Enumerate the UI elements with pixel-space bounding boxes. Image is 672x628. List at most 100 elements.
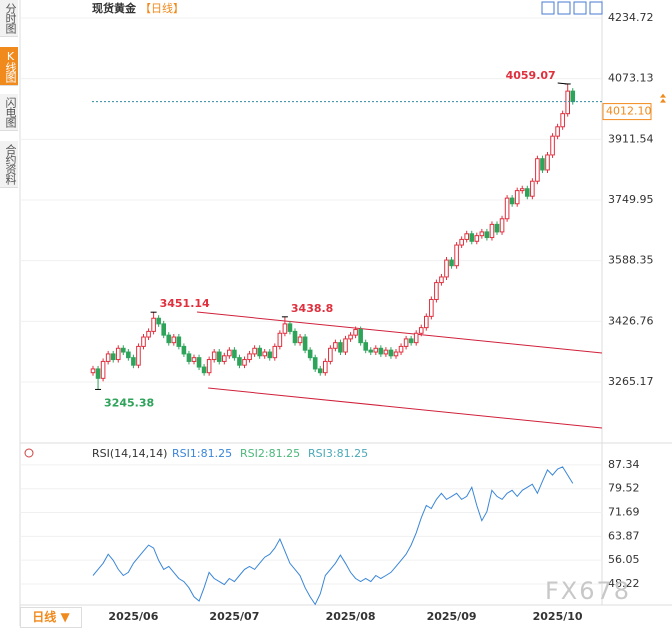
candle-body (232, 349, 237, 359)
y-tick-label: 87.34 (608, 458, 640, 471)
candle-body (141, 336, 146, 347)
candle-body (459, 238, 464, 246)
tool-icon[interactable] (573, 1, 587, 15)
y-tick-label: 4234.72 (608, 11, 654, 24)
legend-label: RSI3:81.25 (308, 447, 368, 460)
chart-subtitle: 【日线】 (140, 1, 184, 15)
candle-body (171, 336, 177, 344)
tool-icon[interactable] (557, 1, 571, 15)
candle-body (121, 347, 126, 353)
y-tick-label: 3749.95 (608, 193, 654, 206)
x-tick-label: 2025/09 (427, 610, 477, 623)
candle-body (216, 351, 222, 362)
y-tick-label: 3911.54 (608, 132, 654, 145)
candle-body (90, 368, 96, 374)
candle-body (388, 349, 394, 357)
candle-body (535, 158, 540, 182)
candle-body (287, 323, 293, 332)
marker-label: 4059.07 (506, 69, 556, 82)
candle-body (272, 345, 278, 359)
candle-body (514, 190, 520, 205)
candle-body (343, 338, 348, 353)
rsi-icon (24, 448, 34, 458)
candle-body (550, 135, 555, 156)
candle-body (338, 342, 343, 353)
candle-body (525, 188, 530, 197)
candle-body (100, 360, 106, 379)
candle-body (292, 330, 298, 344)
candle-body (196, 357, 202, 368)
watermark: FX678 (545, 577, 631, 605)
candle-body (393, 351, 399, 357)
side-tab[interactable]: K线图 (0, 47, 18, 86)
candle-body (565, 90, 571, 115)
candle-body (126, 351, 131, 359)
candle-body (166, 334, 172, 344)
candle-body (449, 259, 454, 267)
candle-body (312, 357, 318, 370)
candle-body (499, 218, 505, 233)
candle-body (413, 332, 419, 344)
x-tick-label: 2025/08 (326, 610, 376, 623)
candle-body (403, 338, 409, 347)
candle-body (131, 357, 136, 366)
candle-body (504, 197, 510, 220)
x-tick-label: 2025/10 (533, 610, 583, 623)
candle-body (156, 317, 161, 325)
candle-body (211, 351, 217, 361)
side-tab[interactable]: 闪电图 (0, 94, 18, 131)
candle-body (186, 353, 192, 362)
x-tick-label: 2025/06 (108, 610, 158, 623)
candle-body (115, 347, 121, 361)
side-tab[interactable]: 合约资料 (0, 141, 18, 188)
candle-body (105, 353, 111, 362)
candle-body (454, 244, 459, 267)
candle-body (408, 338, 414, 344)
candle-body (242, 359, 247, 366)
period-tab[interactable]: 日线 ▼ (20, 607, 82, 628)
legend-label: RSI1:81.25 (172, 447, 232, 460)
candle-body (439, 276, 444, 284)
candle-body (307, 349, 313, 359)
x-tick-label: 2025/07 (209, 610, 259, 623)
candle-body (201, 366, 207, 374)
chart-title: 现货黄金 (92, 1, 137, 15)
tool-icon[interactable] (541, 1, 555, 15)
last-price-label: 4012.10 (606, 105, 652, 118)
candle-body (383, 349, 389, 355)
candle-body (222, 355, 227, 362)
candle-body (570, 90, 576, 103)
candle-body (494, 223, 500, 233)
candle-body (151, 317, 156, 332)
candle-body (282, 323, 288, 334)
y-tick-label: 71.69 (608, 506, 640, 519)
candle-body (297, 336, 303, 344)
candle-body (146, 330, 151, 338)
candle-body (161, 323, 166, 336)
side-tab[interactable]: 分时图 (0, 0, 18, 37)
candle-body (489, 223, 495, 239)
candle-body (358, 329, 363, 344)
candle-body (418, 327, 424, 334)
candle-body (136, 345, 141, 366)
tool-icon[interactable] (589, 1, 603, 15)
candle-body (560, 113, 565, 128)
candle-body (509, 197, 515, 205)
candle-body (479, 231, 485, 237)
candle-body (267, 351, 273, 359)
candle-body (519, 188, 525, 192)
candle-body (424, 315, 429, 329)
candle-body (277, 332, 283, 347)
marker-label: 3438.8 (291, 302, 333, 315)
candle-body (333, 342, 338, 349)
candle-body (191, 357, 197, 362)
candle-body (469, 233, 475, 242)
candle-body (378, 347, 384, 355)
candle-body (353, 329, 358, 336)
rsi-title: RSI(14,14,14) (92, 447, 167, 460)
y-tick-label: 63.87 (608, 529, 640, 542)
period-label[interactable]: 日线 (32, 610, 57, 624)
y-tick-label: 56.05 (608, 553, 640, 566)
candle-body (398, 345, 404, 353)
candle-body (176, 336, 182, 347)
